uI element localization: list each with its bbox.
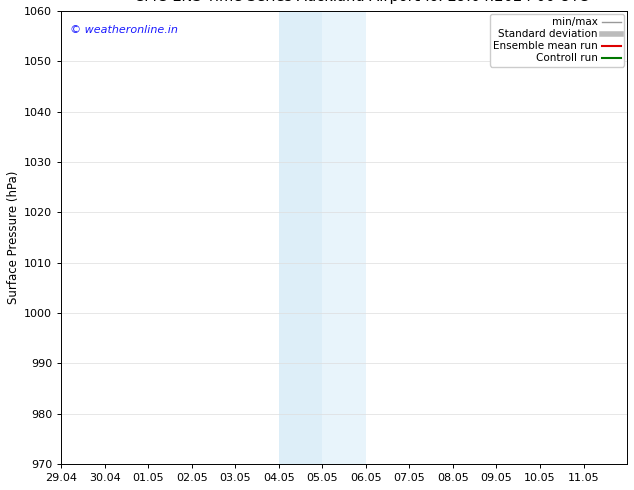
Bar xyxy=(323,11,366,464)
Bar xyxy=(279,11,323,464)
Legend: min/max, Standard deviation, Ensemble mean run, Controll run: min/max, Standard deviation, Ensemble me… xyxy=(490,14,624,67)
Text: © weatheronline.in: © weatheronline.in xyxy=(70,24,178,34)
Text: Mo. 29.04.2024 00 UTC: Mo. 29.04.2024 00 UTC xyxy=(417,0,588,3)
Text: CMC-ENS Time Series Auckland Airport: CMC-ENS Time Series Auckland Airport xyxy=(134,0,419,3)
Y-axis label: Surface Pressure (hPa): Surface Pressure (hPa) xyxy=(7,171,20,304)
